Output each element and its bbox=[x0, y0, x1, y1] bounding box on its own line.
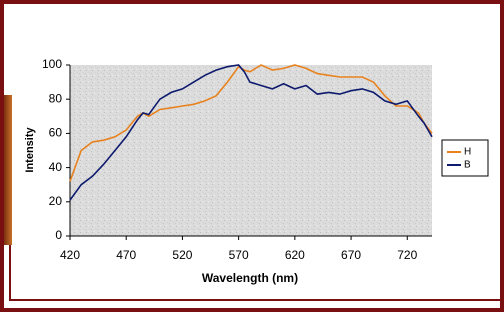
y-axis-title: Intensity bbox=[24, 127, 36, 173]
background-image bbox=[4, 95, 12, 245]
chart: Wavelength (nm) Intensity 0 20 40 60 80 100 42… bbox=[0, 0, 504, 312]
legend-label: H bbox=[464, 147, 471, 158]
plot-area bbox=[70, 65, 432, 236]
x-tick-label: 670 bbox=[341, 248, 361, 262]
legend-label: B bbox=[464, 160, 471, 171]
y-tick-label: 40 bbox=[49, 160, 63, 174]
x-tick-label: 620 bbox=[285, 248, 305, 262]
y-tick-label: 0 bbox=[55, 228, 62, 242]
x-tick-label: 570 bbox=[229, 248, 249, 262]
x-axis-title: Wavelength (nm) bbox=[202, 271, 298, 285]
page: {"chart_data": {"type": "line", "x_label… bbox=[0, 0, 504, 317]
y-tick-label: 60 bbox=[49, 126, 63, 140]
y-tick-label: 20 bbox=[49, 194, 63, 208]
y-tick-label: 100 bbox=[42, 57, 62, 71]
x-tick-label: 470 bbox=[116, 248, 136, 262]
x-tick-label: 420 bbox=[60, 248, 80, 262]
x-tick-label: 720 bbox=[397, 248, 417, 262]
x-tick-label: 520 bbox=[172, 248, 192, 262]
y-tick-label: 80 bbox=[49, 91, 63, 105]
